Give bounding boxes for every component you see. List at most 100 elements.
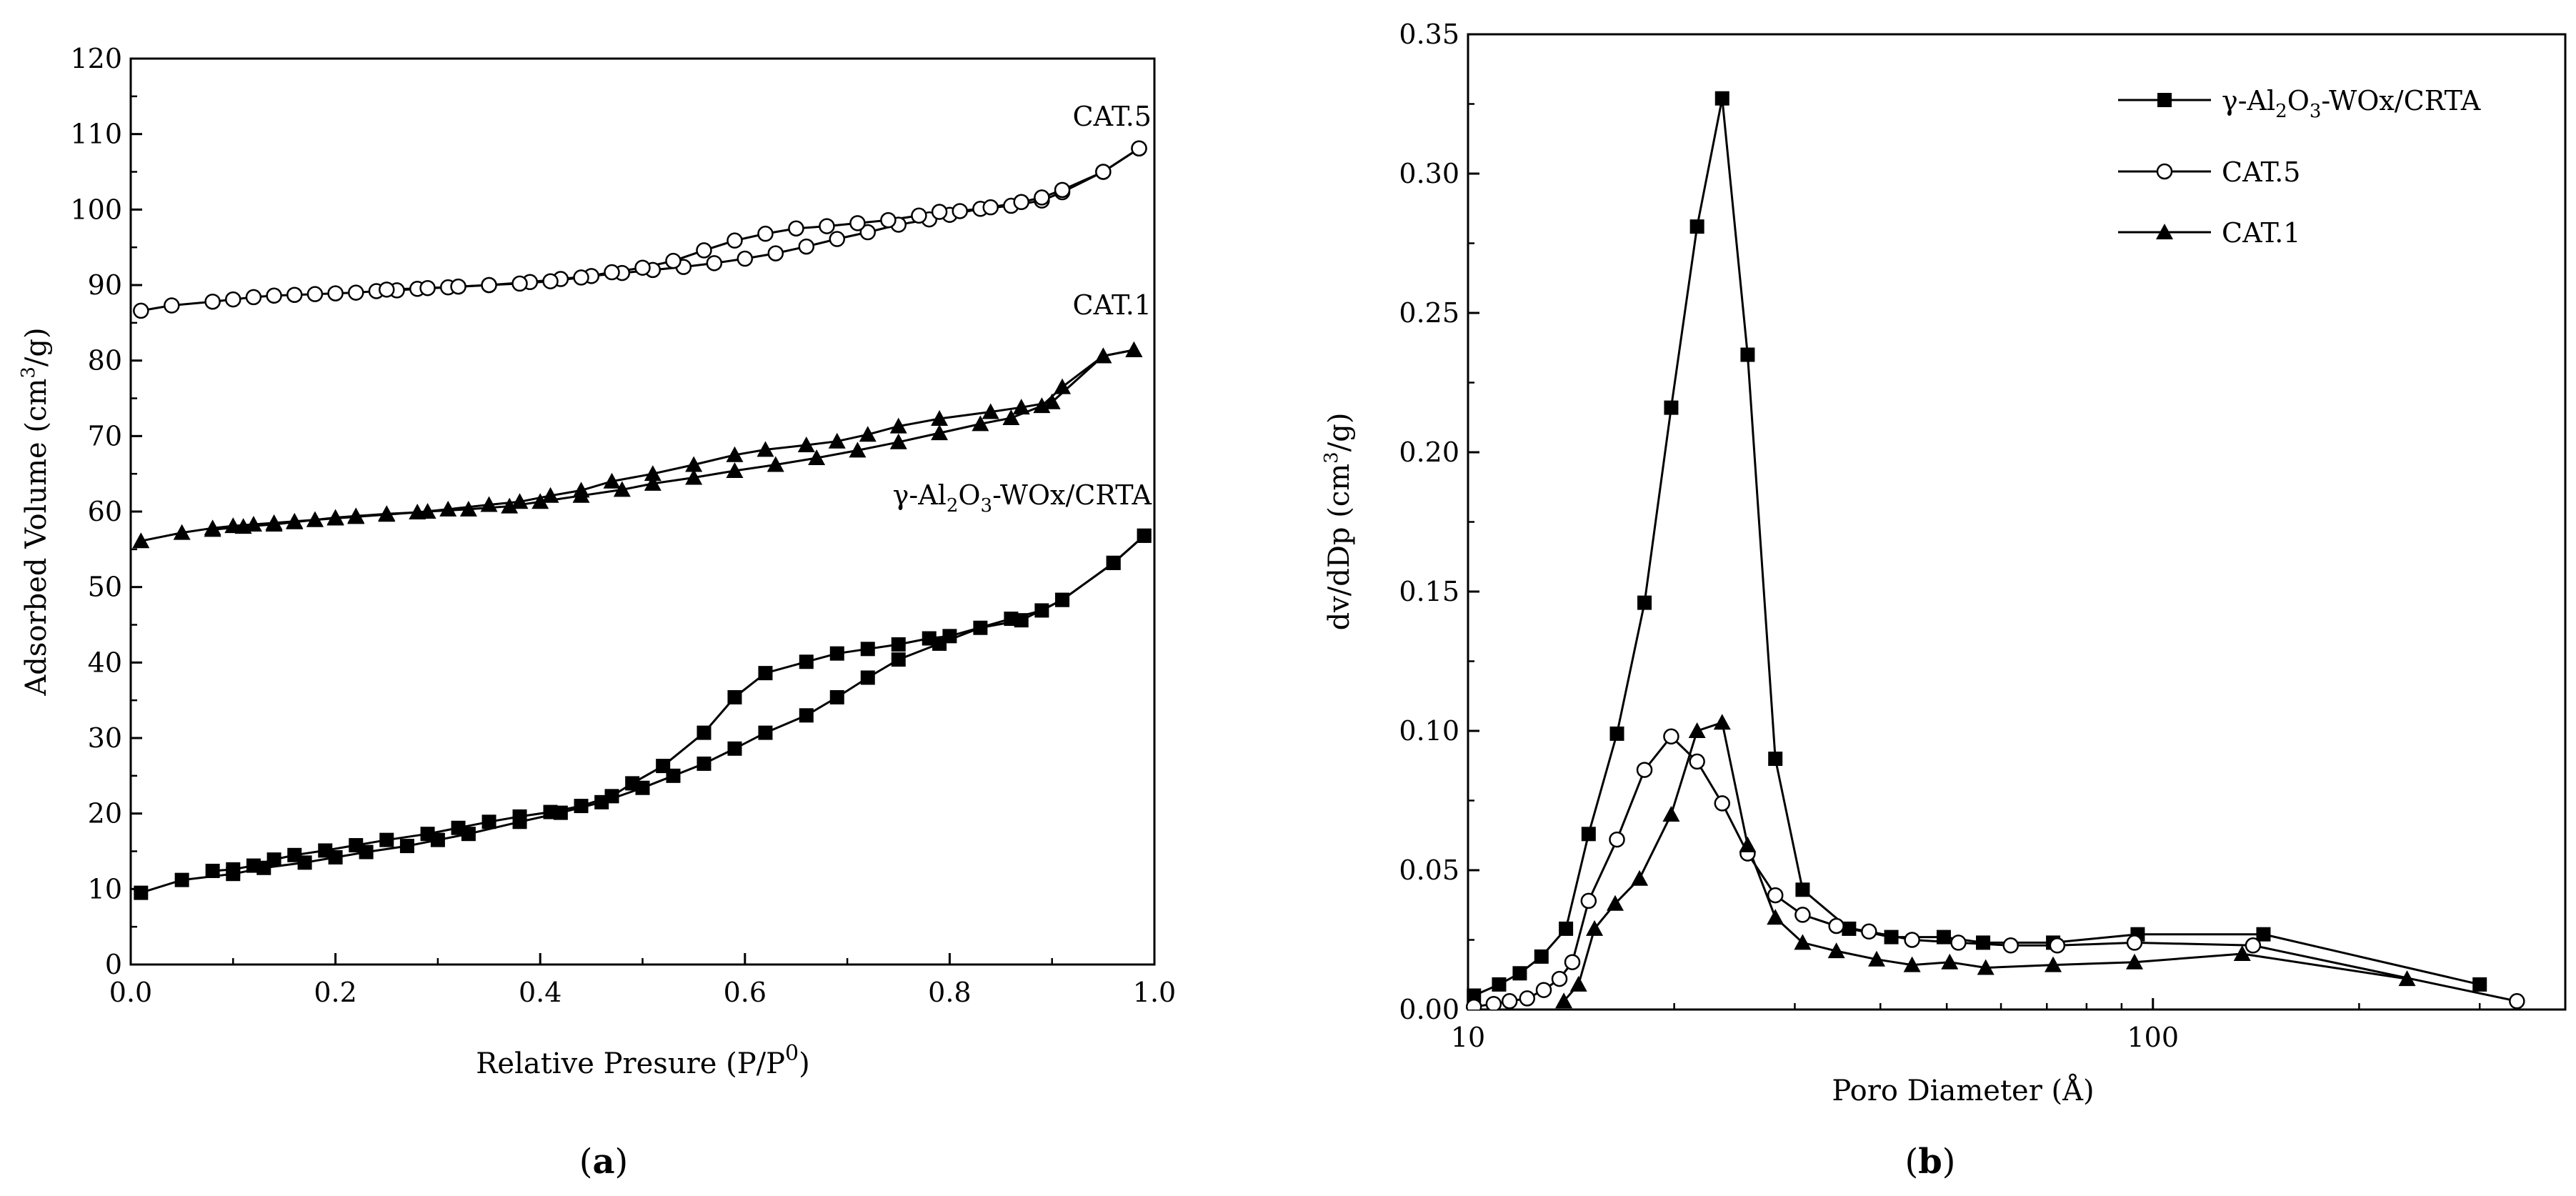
series-cat-1-point [2398,970,2416,987]
series-cat-1-adsorption-point [767,456,784,472]
series-cat-1-adsorption-point [931,424,949,441]
panel-a-caption-open: ( [579,1142,593,1182]
panel-a-y-tick-label: 120 [70,43,122,74]
series-cat-1-line [1562,721,2407,1002]
series-cat-5-point [1636,762,1653,778]
series-cat-1-point [1606,894,1624,911]
series-cat-5-point [2049,937,2066,954]
series-al2o3-wox-crta-adsorption-point [399,839,414,854]
series-cat-1-adsorption-point [685,469,703,485]
panel-b-y-tick-label: 0.10 [1399,715,1459,747]
series-cat-1-adsorption-point [501,497,519,514]
panel-a-y-tick-label: 90 [88,269,122,301]
series-label-sub-2: 2 [947,495,959,517]
panel-b-caption: (b) [1904,1142,1955,1182]
series-cat-5-desorption-point [634,259,651,276]
panel-a-caption-letter: a [592,1142,614,1182]
panel-a-y-tick-label: 10 [88,873,122,905]
series-cat-5-desorption-point [880,211,897,229]
series-cat-5-desorption-point [1034,189,1050,206]
series-al2o3-wox-crta-desorption-point [205,863,220,878]
series-cat-5-point [1501,993,1518,1010]
legend-label-part: -WOx/CRTA [2321,85,2480,116]
panel-b-frame [1467,33,2567,1011]
series-al2o3-wox-crta-point [1512,966,1527,981]
series-cat-5-point [2126,935,2143,951]
panel-b-y-tick-label: 0.35 [1399,19,1459,50]
series-cat-5-point [1861,923,1877,940]
series-al2o3-wox-crta-point [1714,91,1729,106]
series-cat-5-adsorption-point [225,291,241,308]
series-cat-5-point [1828,917,1844,935]
series-cat-1-desorption-point [480,496,498,512]
panel-b-plot-area: 0.00 0.05 0.10 0.15 0.20 0.25 0.30 0.35 10 100 [1399,19,2567,1053]
series-al2o3-wox-crta-point [1768,752,1783,766]
series-cat-1-point [1569,975,1587,992]
series-al2o3-wox-crta-desorption-point [799,654,814,669]
series-al2o3-wox-crta-point [1689,219,1704,234]
panel-a-ylabel-end: /g) [20,327,53,367]
series-label-part-3: O [958,479,980,511]
series-al2o3-wox-crta-adsorption-point [758,725,773,740]
series-al2o3-wox-crta-desorption-point [604,789,619,804]
series-cat-1-desorption-point [828,432,846,449]
series-al2o3-wox-crta-desorption-point [287,847,302,862]
panel-a-x-tick-label: 0.8 [928,977,971,1008]
series-cat-1-adsorption-point [849,442,867,458]
panel-a-frame [129,57,1156,966]
series-cat-5-point [1714,795,1731,812]
series-al2o3-wox-crta-desorption-point [349,838,364,853]
series-cat-1-desorption-point [603,472,621,489]
series-cat-5-point [1767,887,1784,904]
series-al2o3-wox-crta-desorption-point [656,759,671,774]
series-cat-5-desorption-point [1095,164,1112,180]
series-al2o3-wox-crta-adsorption-point [134,885,149,900]
series-al2o3-wox-crta-desorption-point [891,637,906,652]
panel-a-y-tick-label: 30 [88,722,122,754]
series-cat-1-desorption-point [859,426,877,442]
series-al2o3-wox-crta-point [1740,347,1755,362]
panel-a-y-axis-label: Adsorbed Volume (cm3/g) [18,327,53,696]
series-cat-5-adsorption-point [204,293,221,310]
panel-a-y-tick-label: 100 [70,194,122,225]
series-cat-1-desorption-point [511,493,529,509]
legend-cat-1-label: CAT.1 [2222,217,2300,249]
series-al2o3-wox-crta-point [2256,927,2271,942]
panel-a-xlabel-end: ) [799,1047,810,1080]
series-al2o3-wox-crta-point [1559,921,1574,936]
panel-b-series [1466,91,2525,1010]
series-cat-1-desorption-point [1125,341,1143,357]
series-cat-1-point [1767,909,1784,925]
series-cat-1-desorption-point [982,403,999,419]
series-cat-1-desorption-point [347,507,365,524]
series-cat-1-desorption-point [265,515,283,532]
series-al2o3-wox-crta-point [1842,921,1857,936]
series-cat-1-adsorption-point [1054,378,1072,394]
series-cat-1-adsorption-point [132,532,150,549]
series-cat-1-desorption-point [378,505,396,522]
series-cat-5-line [1473,734,2517,1008]
series-al2o3-wox-crta-desorption-point [420,827,435,842]
series-cat-5-point [1609,831,1625,848]
series-cat-5-adsorption-point [286,286,303,303]
panel-a-y-tick-label: 40 [88,647,122,678]
series-cat-5-adsorption-point [798,238,815,255]
series-cat-1-point [1794,934,1812,950]
series-label-part-5: -WOx/CRTA [992,479,1152,511]
panel-a-x-tick-label: 0.0 [109,977,152,1008]
panel-b-y-tick-label: 0.20 [1399,437,1459,468]
panel-b-ylabel-sup: 3 [1321,452,1342,464]
series-al2o3-wox-crta-desorption-point [574,799,589,814]
series-cat-5-adsorption-point [245,289,262,306]
series-al2o3-wox-crta-desorption-point [512,809,527,824]
series-cat-1-adsorption-point [244,515,262,532]
series-cat-5-point [1663,728,1679,745]
panel-b-x-tick-label: 10 [1451,1022,1485,1053]
panel-a-y-tick-label: 0 [105,949,122,980]
series-cat-5-desorption-point [849,215,866,231]
legend-label-part: O [2287,85,2310,116]
panel-a-x-ticks: 0.0 0.2 0.4 0.6 0.8 1.0 [109,953,1176,1008]
series-cat-5-desorption-point [696,242,712,259]
series-al2o3-wox-crta-desorption-point [860,642,875,657]
